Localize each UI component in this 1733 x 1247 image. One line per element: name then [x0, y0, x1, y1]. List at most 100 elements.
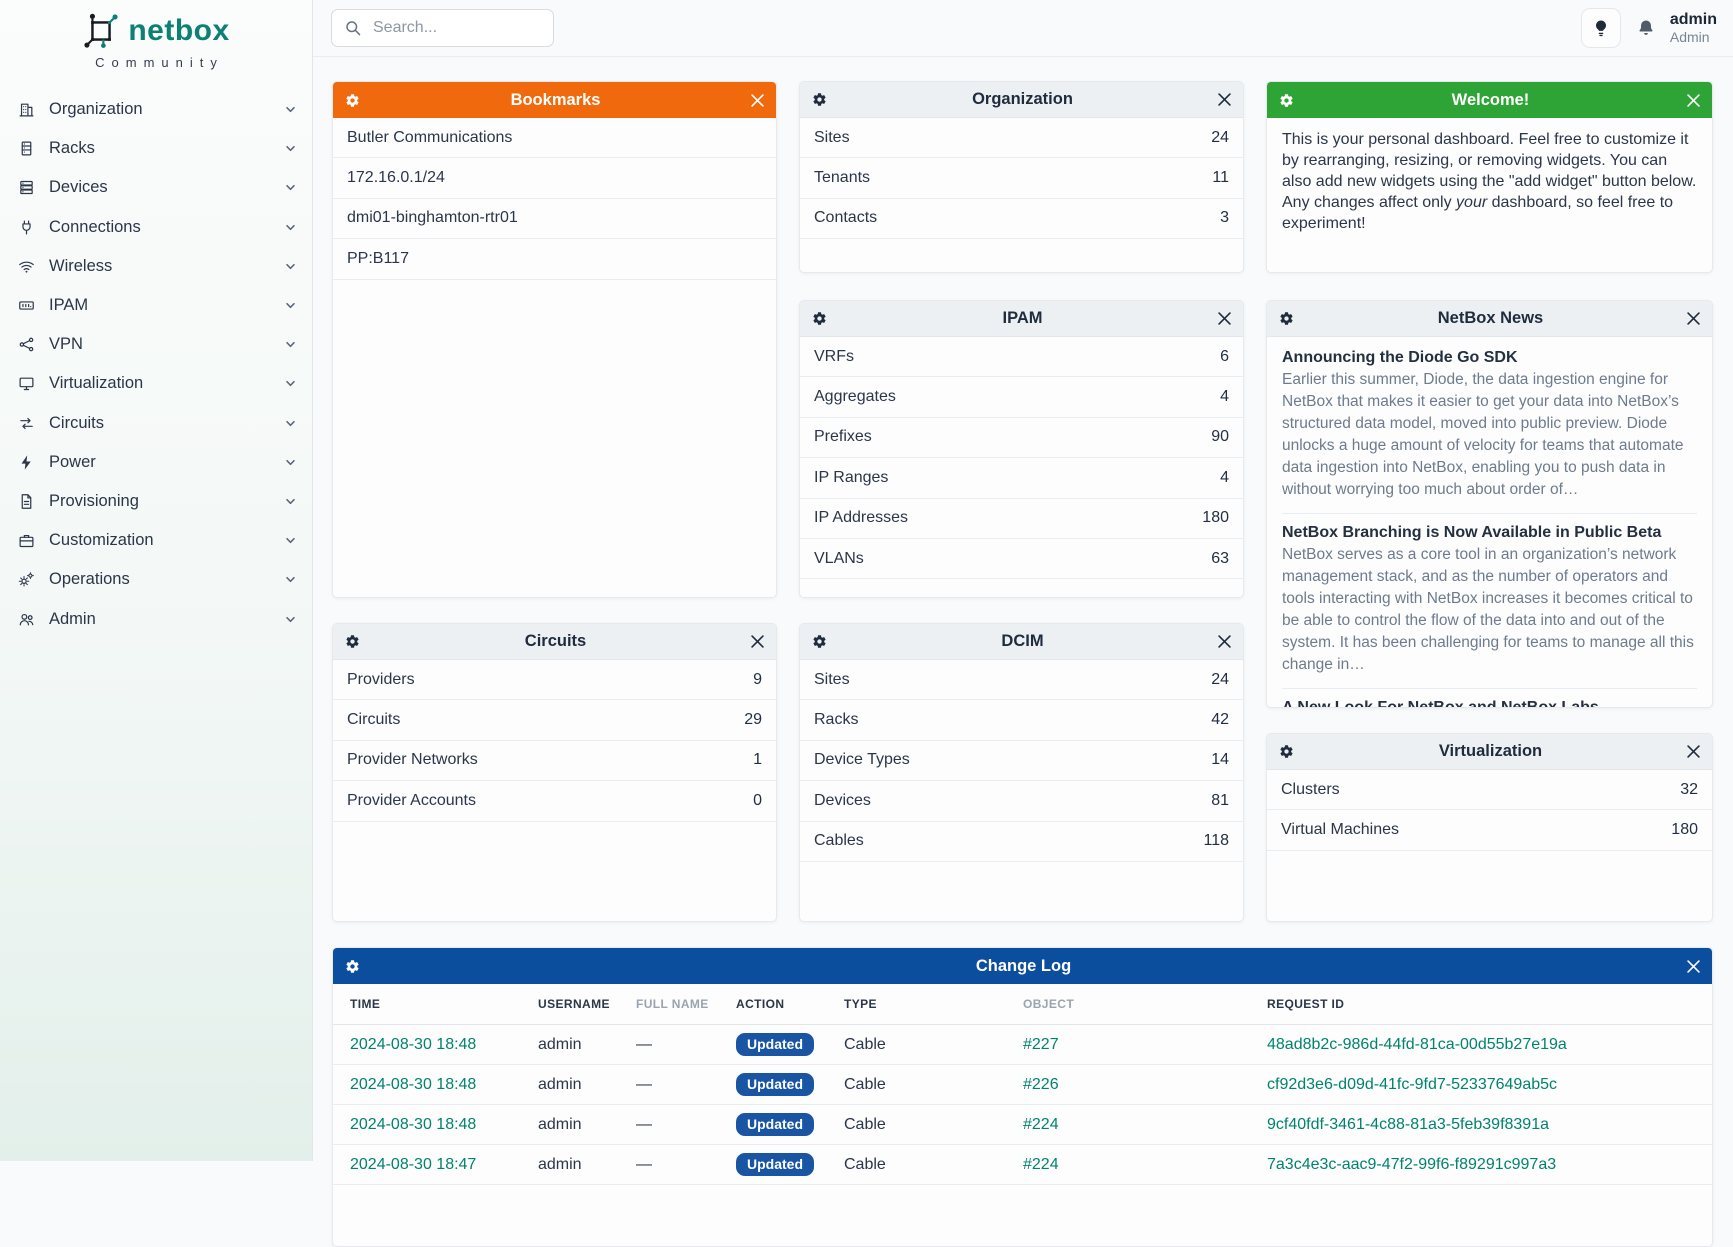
- stat-count[interactable]: 3: [1220, 209, 1229, 227]
- change-time-link[interactable]: 2024-08-30 18:48: [350, 1035, 477, 1053]
- user-menu[interactable]: admin Admin: [1670, 11, 1717, 45]
- stat-count[interactable]: 0: [753, 791, 762, 809]
- widget-config-gear-icon[interactable]: [812, 634, 827, 649]
- news-article-title[interactable]: A New Look For NetBox and NetBox Labs: [1282, 699, 1599, 708]
- widget-close-icon[interactable]: [1687, 94, 1700, 107]
- column-header-type[interactable]: TYPE: [844, 997, 877, 1011]
- notifications-bell-icon[interactable]: [1636, 18, 1656, 38]
- widget-config-gear-icon[interactable]: [345, 93, 360, 108]
- stat-count[interactable]: 14: [1211, 751, 1229, 769]
- change-time-link[interactable]: 2024-08-30 18:48: [350, 1115, 477, 1133]
- change-object-link[interactable]: #226: [1023, 1075, 1059, 1093]
- stat-count[interactable]: 9: [753, 670, 762, 688]
- sidebar-item-power[interactable]: Power: [0, 443, 312, 482]
- stat-count[interactable]: 4: [1220, 388, 1229, 406]
- change-request-id-link[interactable]: cf92d3e6-d09d-41fc-9fd7-52337649ab5c: [1267, 1075, 1558, 1093]
- dcim-widget-header[interactable]: DCIM: [800, 624, 1243, 660]
- sidebar-item-devices[interactable]: Devices: [0, 168, 312, 207]
- change-object-link[interactable]: #224: [1023, 1155, 1059, 1173]
- change-object-link[interactable]: #227: [1023, 1035, 1059, 1053]
- widget-close-icon[interactable]: [1687, 745, 1700, 758]
- widget-title: Circuits: [524, 632, 587, 650]
- stat-count[interactable]: 29: [744, 711, 762, 729]
- circuits-widget-header[interactable]: Circuits: [333, 624, 776, 660]
- change-request-id-link[interactable]: 48ad8b2c-986d-44fd-81ca-00d55b27e19a: [1267, 1035, 1567, 1053]
- sidebar-item-vpn[interactable]: VPN: [0, 325, 312, 364]
- netbox-logo[interactable]: netbox: [0, 12, 312, 50]
- stat-count[interactable]: 1: [753, 751, 762, 769]
- chevron-down-icon: [285, 104, 296, 115]
- stat-count[interactable]: 32: [1680, 780, 1698, 798]
- widget-close-icon[interactable]: [1687, 960, 1700, 973]
- bookmark-link[interactable]: dmi01-binghamton-rtr01: [333, 199, 776, 240]
- change-time-link[interactable]: 2024-08-30 18:48: [350, 1075, 477, 1093]
- news-widget-header[interactable]: NetBox News: [1267, 301, 1712, 337]
- change-request-id-link[interactable]: 9cf40fdf-3461-4c88-81a3-5feb39f8391a: [1267, 1115, 1549, 1133]
- column-header-action[interactable]: ACTION: [736, 997, 785, 1011]
- stat-count[interactable]: 180: [1671, 821, 1698, 839]
- stat-count[interactable]: 180: [1202, 509, 1229, 527]
- ipam-widget-header[interactable]: IPAM: [800, 301, 1243, 337]
- stat-count[interactable]: 4: [1220, 468, 1229, 486]
- column-header-time[interactable]: TIME: [350, 997, 381, 1011]
- widget-config-gear-icon[interactable]: [1279, 311, 1294, 326]
- stat-count[interactable]: 24: [1211, 670, 1229, 688]
- stat-count[interactable]: 6: [1220, 347, 1229, 365]
- dark-mode-toggle-button[interactable]: [1580, 8, 1621, 48]
- news-article-title[interactable]: Announcing the Diode Go SDK: [1282, 349, 1518, 366]
- sidebar-item-connections[interactable]: Connections: [0, 208, 312, 247]
- stat-count[interactable]: 81: [1211, 791, 1229, 809]
- sidebar-item-operations[interactable]: Operations: [0, 560, 312, 599]
- search-box[interactable]: [331, 9, 554, 47]
- stat-count[interactable]: 118: [1203, 832, 1229, 850]
- search-input[interactable]: [371, 18, 525, 38]
- widget-config-gear-icon[interactable]: [345, 959, 360, 974]
- stat-count[interactable]: 63: [1211, 549, 1229, 567]
- column-header-request-id[interactable]: REQUEST ID: [1267, 997, 1345, 1011]
- changelog-row: 2024-08-30 18:48 admin — Updated Cable #…: [333, 1065, 1712, 1105]
- bookmark-link[interactable]: 172.16.0.1/24: [333, 158, 776, 199]
- widget-config-gear-icon[interactable]: [1279, 93, 1294, 108]
- bookmark-link[interactable]: PP:B117: [333, 239, 776, 280]
- widget-close-icon[interactable]: [1218, 93, 1231, 106]
- change-request-id-link[interactable]: 7a3c4e3c-aac9-47f2-99f6-f89291c997a3: [1267, 1155, 1557, 1173]
- widget-config-gear-icon[interactable]: [345, 634, 360, 649]
- bookmark-link[interactable]: Butler Communications: [333, 118, 776, 159]
- widget-config-gear-icon[interactable]: [812, 311, 827, 326]
- sidebar-item-admin[interactable]: Admin: [0, 599, 312, 638]
- widget-close-icon[interactable]: [1687, 312, 1700, 325]
- organization-widget-header[interactable]: Organization: [800, 82, 1243, 118]
- virtualization-widget-header[interactable]: Virtualization: [1267, 734, 1712, 770]
- change-object-link[interactable]: #224: [1023, 1115, 1059, 1133]
- sidebar-item-customization[interactable]: Customization: [0, 521, 312, 560]
- sidebar-item-virtualization[interactable]: Virtualization: [0, 364, 312, 403]
- sidebar-item-circuits[interactable]: Circuits: [0, 404, 312, 443]
- sidebar-item-organization[interactable]: Organization: [0, 90, 312, 129]
- sidebar-item-provisioning[interactable]: Provisioning: [0, 482, 312, 521]
- widget-close-icon[interactable]: [1218, 312, 1231, 325]
- column-header-username[interactable]: USERNAME: [538, 997, 610, 1011]
- widget-close-icon[interactable]: [751, 94, 764, 107]
- sidebar-item-wireless[interactable]: Wireless: [0, 247, 312, 286]
- change-type: Cable: [844, 1115, 886, 1133]
- stat-count[interactable]: 42: [1211, 711, 1229, 729]
- widget-config-gear-icon[interactable]: [812, 92, 827, 107]
- stat-count[interactable]: 11: [1212, 169, 1229, 187]
- welcome-widget-header[interactable]: Welcome!: [1267, 82, 1712, 118]
- stat-row: Provider Accounts 0: [333, 781, 776, 822]
- sidebar-item-racks[interactable]: Racks: [0, 129, 312, 168]
- news-article-title[interactable]: NetBox Branching is Now Available in Pub…: [1282, 524, 1662, 541]
- stat-row: Contacts 3: [800, 199, 1243, 240]
- widget-config-gear-icon[interactable]: [1279, 744, 1294, 759]
- widget-close-icon[interactable]: [751, 635, 764, 648]
- stat-label: Contacts: [814, 209, 878, 227]
- widget-close-icon[interactable]: [1218, 635, 1231, 648]
- stat-count[interactable]: 24: [1211, 128, 1229, 146]
- bookmarks-widget-header[interactable]: Bookmarks: [333, 82, 776, 118]
- changelog-widget-header[interactable]: Change Log: [333, 948, 1712, 984]
- change-time-link[interactable]: 2024-08-30 18:47: [350, 1155, 477, 1173]
- stat-count[interactable]: 90: [1211, 428, 1229, 446]
- topbar: admin Admin: [313, 0, 1733, 57]
- sidebar-item-ipam[interactable]: IPAM: [0, 286, 312, 325]
- lightning-bolt-icon: [18, 454, 35, 471]
